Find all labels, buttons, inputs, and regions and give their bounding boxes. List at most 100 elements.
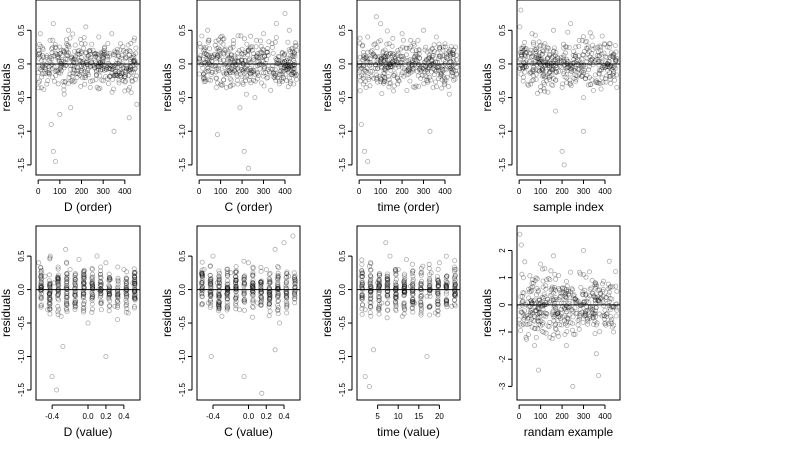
data-point <box>96 56 102 62</box>
data-point <box>611 329 617 335</box>
data-point <box>267 280 273 286</box>
data-point <box>253 44 259 50</box>
data-point <box>381 70 387 76</box>
data-point <box>453 68 459 74</box>
data-point <box>216 48 222 54</box>
data-point <box>254 70 260 76</box>
data-point <box>404 45 410 51</box>
data-point <box>275 284 281 290</box>
data-point <box>227 70 233 76</box>
data-point <box>94 67 100 73</box>
data-point <box>243 78 249 84</box>
data-point <box>418 265 424 271</box>
data-point <box>372 62 378 68</box>
data-point <box>97 73 103 79</box>
data-point <box>60 48 66 54</box>
data-point <box>267 292 273 298</box>
data-point <box>267 308 273 314</box>
data-point <box>215 80 221 86</box>
data-point <box>390 88 396 94</box>
data-point <box>426 53 432 59</box>
data-point <box>51 64 57 70</box>
data-point <box>89 59 95 65</box>
data-point <box>224 291 230 297</box>
data-point <box>92 51 98 57</box>
data-point <box>237 68 243 74</box>
data-point <box>46 290 52 296</box>
data-point <box>258 280 264 286</box>
data-point <box>245 260 251 266</box>
y-tick-label: -0.5 <box>498 90 507 104</box>
data-point <box>423 67 429 73</box>
data-point <box>52 44 58 50</box>
data-point <box>39 58 45 64</box>
data-point <box>226 55 232 61</box>
data-point <box>573 79 579 85</box>
data-point <box>73 293 79 299</box>
data-point <box>418 294 424 300</box>
data-point <box>264 75 270 81</box>
data-point <box>216 305 222 311</box>
data-point <box>380 50 386 56</box>
data-point <box>401 281 407 287</box>
data-point <box>63 63 69 69</box>
data-point <box>292 285 298 291</box>
data-point <box>385 277 391 283</box>
data-point <box>72 302 78 308</box>
data-point <box>361 55 367 61</box>
data-point <box>376 280 382 286</box>
data-point <box>413 57 419 63</box>
data-point <box>89 279 95 285</box>
data-point <box>123 78 129 84</box>
data-point <box>55 274 61 280</box>
data-point <box>372 54 378 60</box>
data-point <box>368 274 374 280</box>
data-point <box>221 51 227 57</box>
data-point <box>126 48 132 54</box>
data-point <box>131 295 137 301</box>
data-point <box>292 292 298 298</box>
data-point <box>36 48 42 54</box>
data-point <box>230 37 236 43</box>
data-point <box>572 53 578 59</box>
data-point <box>98 50 104 56</box>
data-point <box>435 283 441 289</box>
data-point <box>128 55 134 61</box>
data-point <box>425 65 431 71</box>
data-point <box>88 78 94 84</box>
data-point <box>362 307 368 313</box>
data-point <box>384 53 390 59</box>
data-point <box>47 287 53 293</box>
x-tick-label: 400 <box>438 187 452 196</box>
data-point <box>250 264 256 270</box>
data-point <box>608 80 614 86</box>
data-point <box>533 77 539 83</box>
data-point <box>208 280 214 286</box>
x-tick-label: 300 <box>257 187 271 196</box>
data-point <box>284 310 290 316</box>
data-point <box>521 65 527 71</box>
data-point <box>222 48 228 54</box>
data-point <box>572 296 578 302</box>
data-point <box>214 52 220 58</box>
data-point <box>74 64 80 70</box>
data-point <box>451 77 457 83</box>
data-point <box>440 68 446 74</box>
data-point <box>71 66 77 72</box>
data-point <box>534 56 540 62</box>
data-point <box>38 279 44 285</box>
data-point <box>572 60 578 66</box>
data-point <box>89 265 95 271</box>
data-point <box>70 70 76 76</box>
data-point <box>371 75 377 81</box>
data-point <box>257 50 263 56</box>
data-point <box>37 50 43 56</box>
data-point <box>64 301 70 307</box>
data-point <box>291 290 297 296</box>
data-point <box>132 280 138 286</box>
data-point <box>73 70 79 76</box>
data-point <box>602 41 608 47</box>
data-point <box>563 343 569 349</box>
data-point <box>101 45 107 51</box>
data-point <box>258 268 264 274</box>
